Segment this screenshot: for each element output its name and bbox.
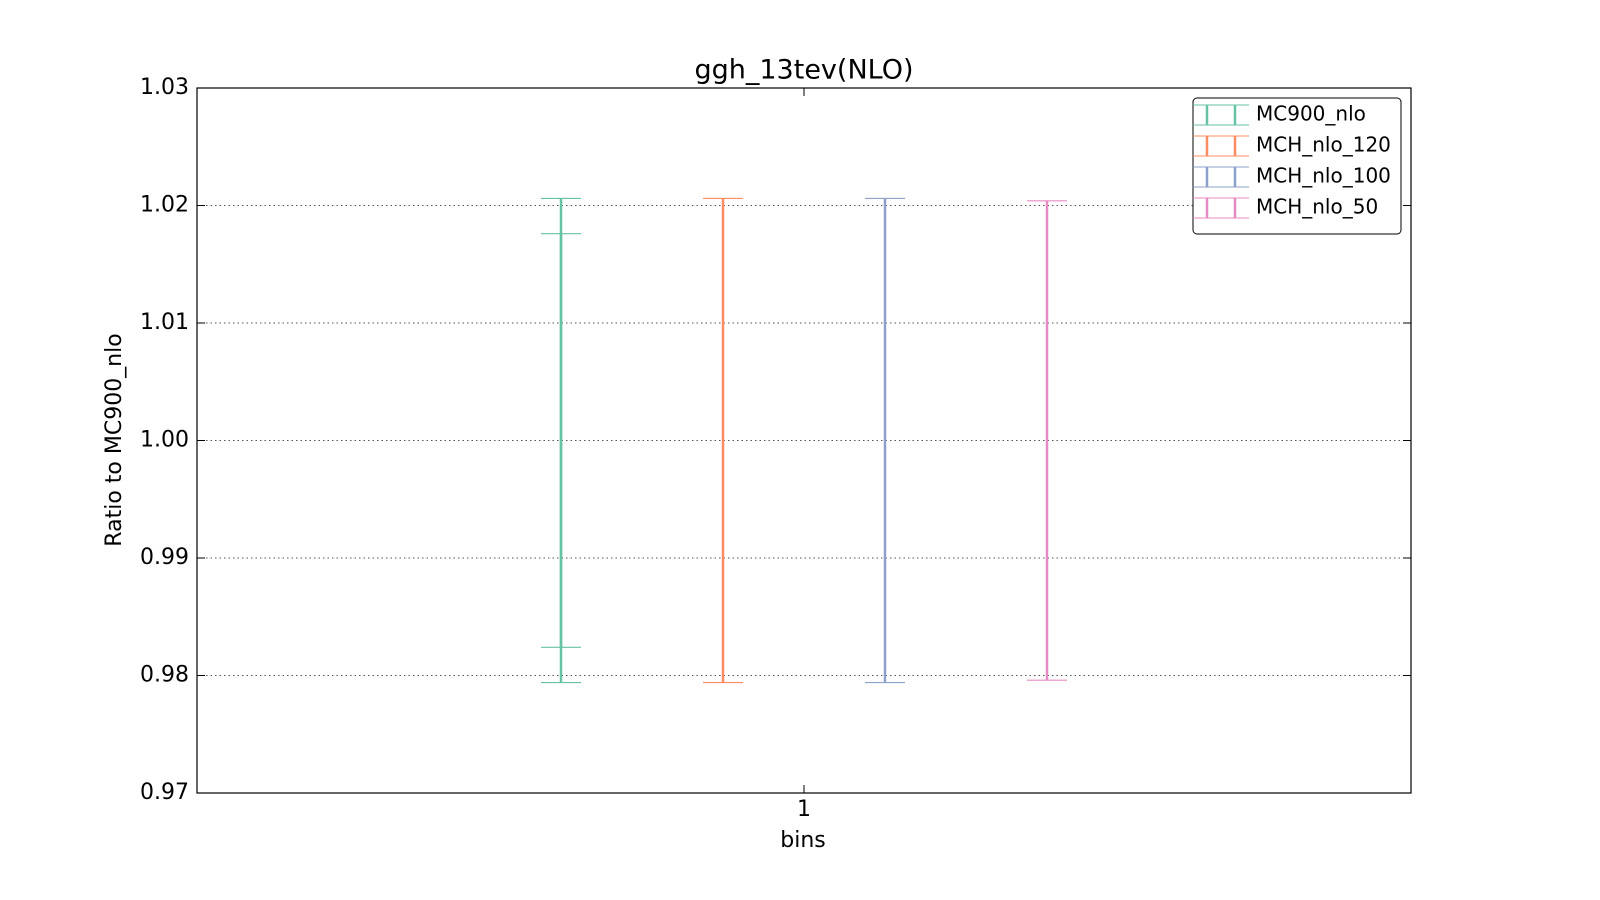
y-tick-label: 0.97: [140, 780, 189, 805]
legend-label: MCH_nlo_50: [1256, 195, 1378, 219]
y-tick-label: 1.01: [140, 310, 189, 335]
legend: MC900_nlo MCH_nlo_120 MCH_nlo_100 MCH_nlo_5…: [1192, 97, 1402, 235]
y-tick-label: 0.99: [140, 545, 189, 570]
y-axis-label: Ratio to MC900_nlo: [102, 333, 127, 546]
x-tick-label: 1: [797, 797, 811, 822]
legend-label: MC900_nlo: [1256, 102, 1366, 126]
legend-frame: [1192, 97, 1402, 235]
y-tick-label: 1.00: [140, 428, 189, 453]
x-axis-label: bins: [780, 828, 825, 853]
y-tick-label: 1.03: [140, 75, 189, 100]
legend-label: MCH_nlo_100: [1256, 164, 1391, 188]
chart-title: ggh_13tev(NLO): [694, 55, 913, 86]
y-tick-label: 0.98: [140, 663, 189, 688]
y-tick-label: 1.02: [140, 193, 189, 218]
legend-label: MCH_nlo_120: [1256, 133, 1391, 157]
